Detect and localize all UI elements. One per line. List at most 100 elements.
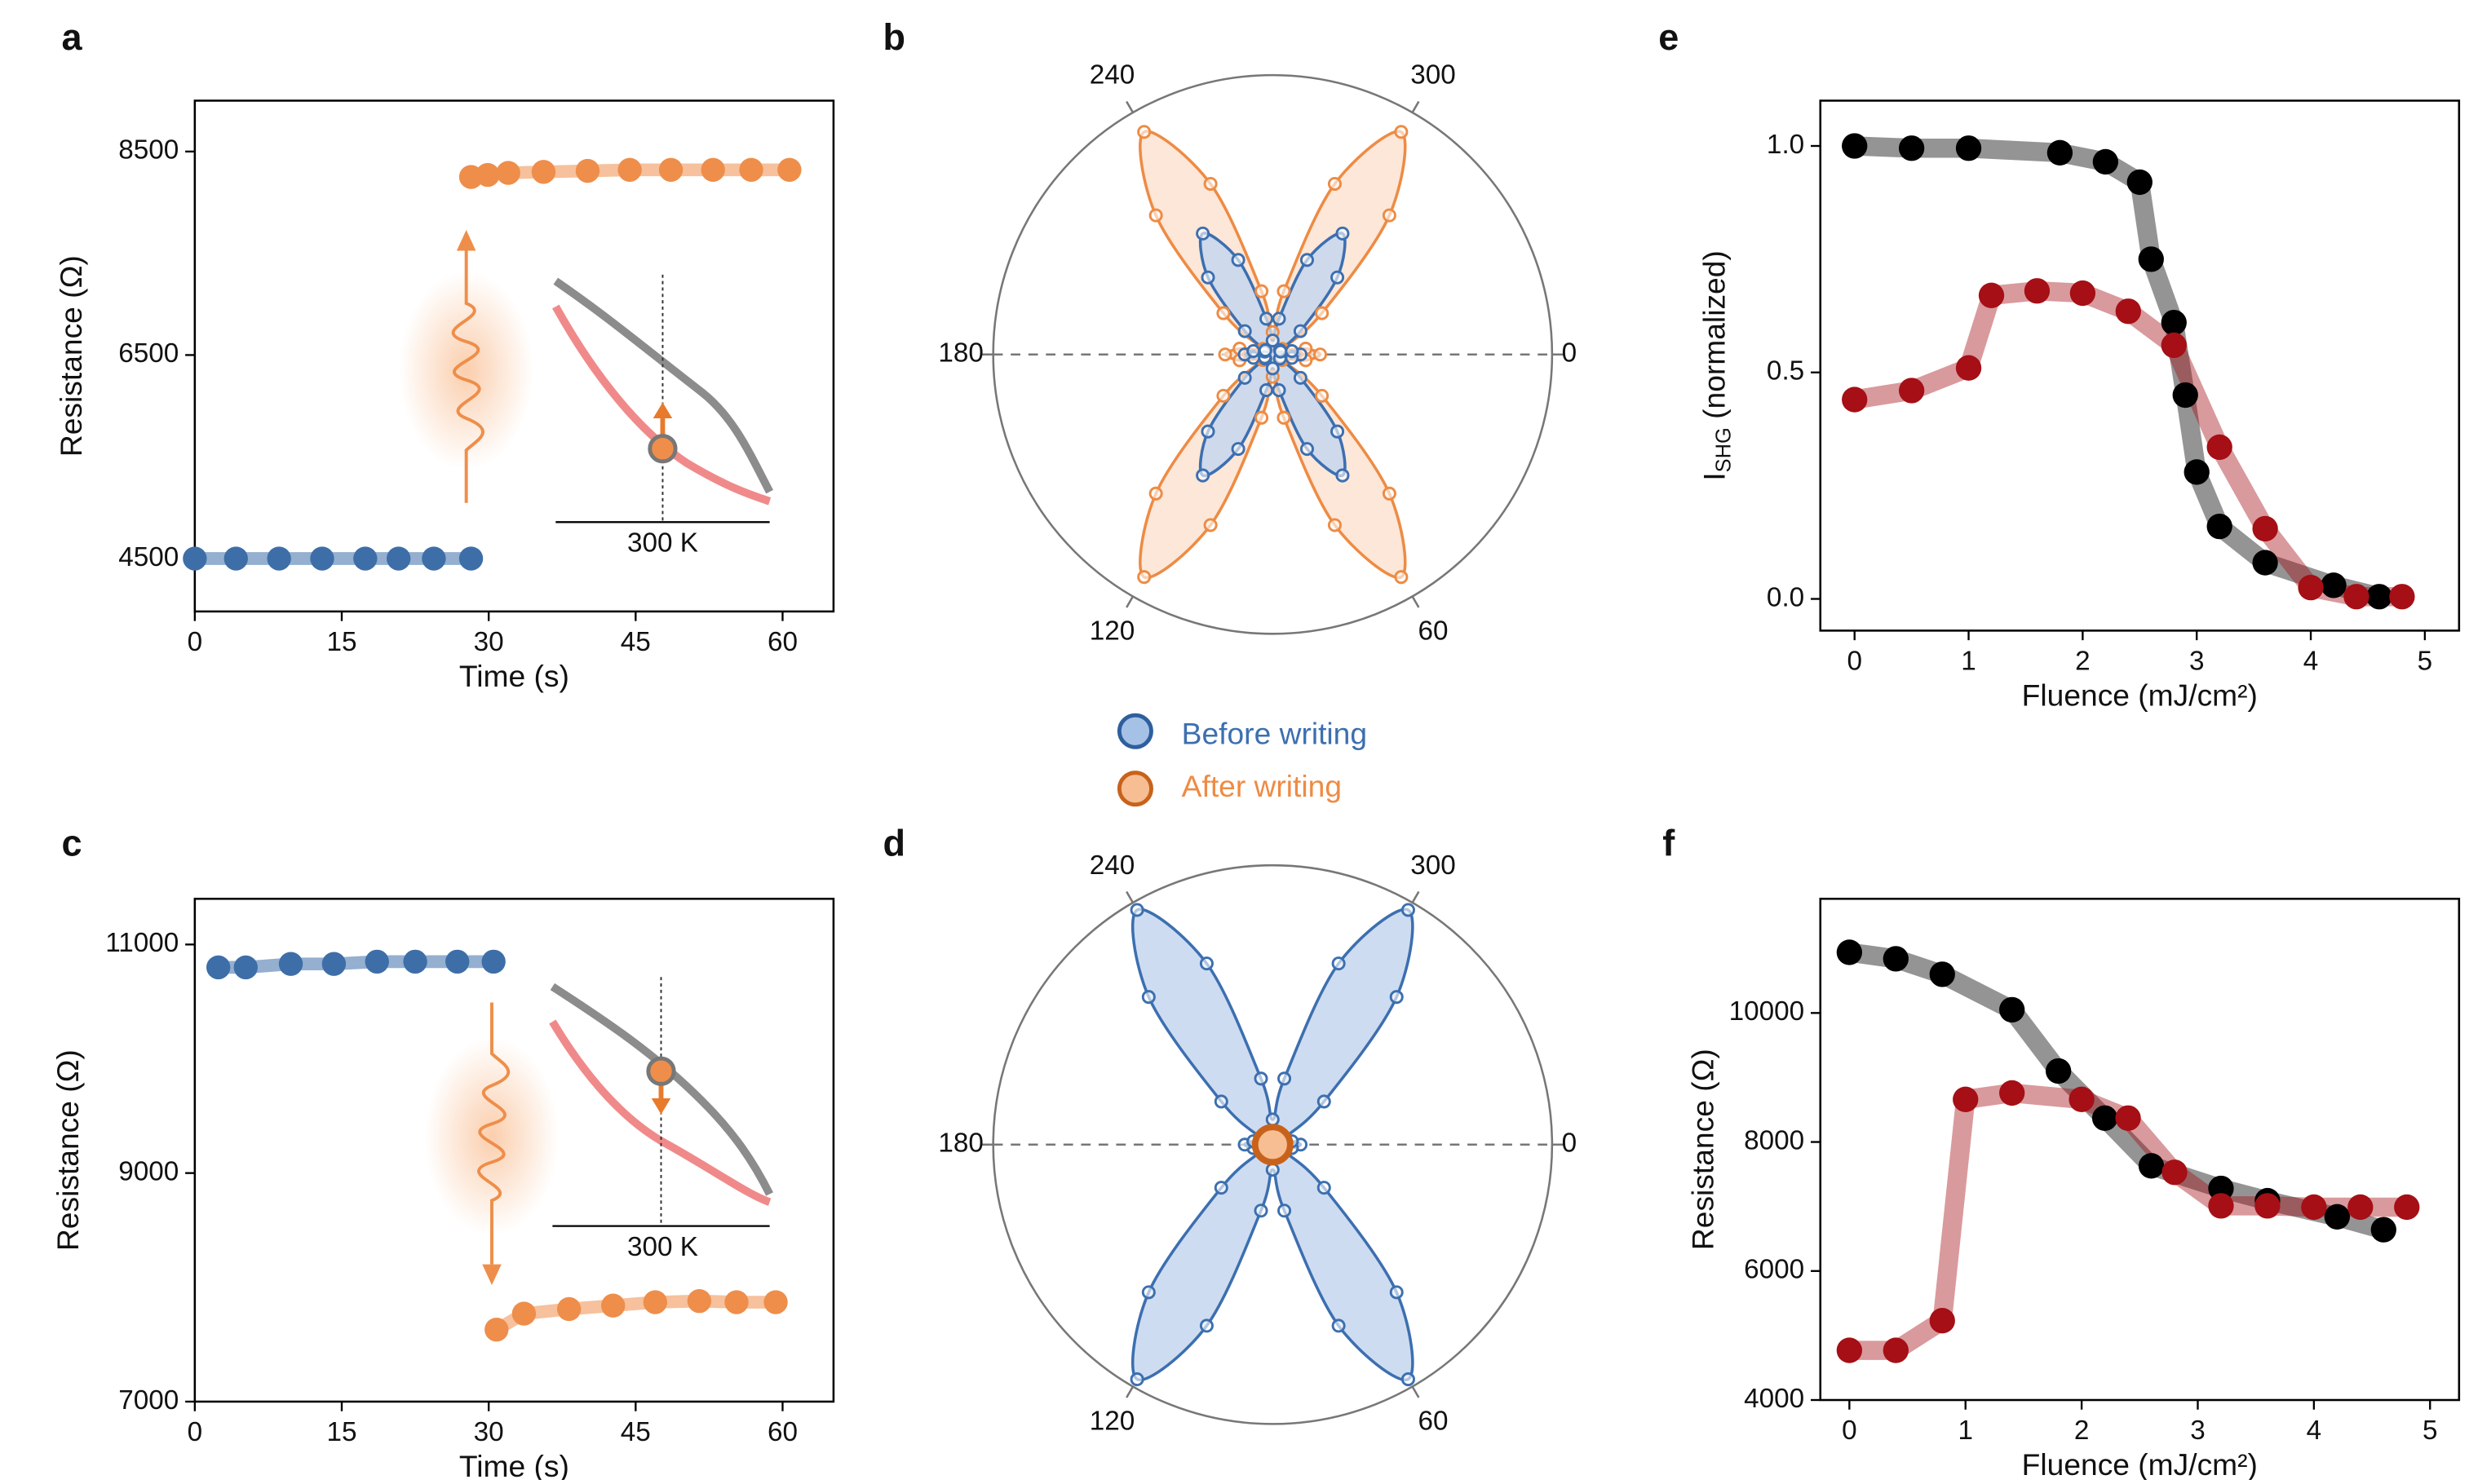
data-point — [206, 955, 231, 980]
y-tick-label: 4500 — [118, 542, 179, 572]
inset-curve — [550, 983, 773, 1196]
data-point — [600, 1293, 626, 1318]
polar-point — [1137, 570, 1152, 585]
data-point — [687, 1288, 712, 1314]
legend: Before writing After writing — [1117, 713, 1367, 807]
polar-point — [1265, 361, 1280, 376]
data-point — [2343, 584, 2369, 610]
x-tick-label: 2 — [2074, 1416, 2090, 1446]
pulse-arrow — [482, 1264, 502, 1286]
x-tick-label: 15 — [326, 627, 356, 657]
inset-arrow-head — [653, 402, 673, 419]
polar-point — [1201, 270, 1215, 285]
data-point — [2252, 550, 2278, 576]
data-point — [2115, 298, 2141, 325]
data-point — [2183, 459, 2210, 485]
polar-point — [1382, 486, 1396, 501]
legend-marker — [1117, 713, 1153, 749]
data-point — [556, 1296, 582, 1322]
polar-point — [1327, 176, 1342, 191]
data-point — [1955, 355, 1982, 381]
y-tick-label: 7000 — [118, 1385, 179, 1416]
polar-point — [1276, 410, 1291, 425]
data-point — [1929, 961, 1955, 987]
y-tick-label: 0.5 — [1767, 356, 1804, 386]
inset-label: 300 K — [627, 528, 698, 558]
x-tick-label: 30 — [474, 1417, 504, 1447]
x-axis-label: Time (s) — [459, 659, 569, 693]
theta-tick-label: 120 — [1090, 616, 1135, 646]
data-point — [267, 546, 291, 571]
data-point — [353, 546, 378, 571]
data-point — [445, 949, 470, 974]
data-point — [643, 1290, 668, 1314]
data-point — [1842, 133, 1868, 159]
theta-tick-label: 240 — [1090, 60, 1135, 91]
theta-tick — [1126, 595, 1135, 608]
x-tick-label: 5 — [2422, 1416, 2438, 1446]
data-point — [2138, 246, 2164, 272]
plot-frame — [1819, 99, 2461, 632]
polar-point — [1254, 1204, 1268, 1218]
polar-point — [1394, 570, 1409, 585]
data-point — [2389, 584, 2415, 610]
data-point — [484, 1317, 509, 1342]
data-point — [1883, 1337, 1909, 1363]
data-point — [2301, 1194, 2327, 1221]
panel-letter: e — [1658, 16, 1679, 58]
data-point — [223, 546, 248, 571]
panel-letter: b — [883, 16, 906, 58]
y-axis-label: Resistance (Ω) — [54, 255, 88, 457]
data-point — [2161, 332, 2187, 359]
y-tick-label: 8000 — [1744, 1125, 1804, 1155]
polar-point — [1330, 424, 1345, 439]
polar-point — [1148, 208, 1163, 223]
data-point — [1836, 1337, 1863, 1363]
y-tick-label: 6000 — [1744, 1255, 1804, 1285]
data-point — [2298, 574, 2324, 601]
polar-point — [1203, 518, 1218, 532]
x-tick-label: 45 — [621, 627, 651, 657]
polar-point — [1313, 347, 1328, 362]
polar-point — [1293, 324, 1307, 338]
polar-point — [1265, 1163, 1280, 1177]
theta-tick-label: 120 — [1090, 1406, 1135, 1436]
series-line — [1839, 943, 2394, 1239]
polar-point — [1272, 383, 1286, 398]
polar-point — [1201, 424, 1215, 439]
theta-tick — [1126, 1385, 1135, 1398]
data-point — [2024, 278, 2051, 304]
data-point — [701, 157, 725, 182]
data-point — [531, 160, 556, 184]
y-tick-label: 9000 — [118, 1156, 179, 1186]
data-point — [2208, 1193, 2234, 1219]
polar-point — [1237, 324, 1252, 338]
polar-point — [1389, 990, 1404, 1005]
polar-point — [1254, 284, 1269, 298]
x-tick-label: 60 — [768, 627, 798, 657]
data-point — [763, 1290, 788, 1314]
x-axis-label: Fluence (mJ/cm²) — [2022, 678, 2258, 712]
x-tick-label: 0 — [1842, 1416, 1857, 1446]
data-point — [724, 1290, 749, 1314]
data-point — [183, 546, 207, 571]
y-axis-label: Resistance (Ω) — [1686, 1049, 1720, 1250]
polar-point — [1272, 311, 1286, 326]
data-point — [1836, 939, 1863, 965]
data-point — [1999, 1080, 2025, 1106]
data-point — [2092, 148, 2119, 175]
polar-point — [1299, 253, 1314, 267]
polar-point — [1199, 956, 1214, 971]
data-point — [386, 546, 411, 571]
polar-point — [1335, 226, 1350, 241]
y-axis-label-part: I — [1697, 472, 1731, 480]
polar-point — [1265, 1112, 1280, 1127]
y-tick-label: 11000 — [105, 928, 179, 958]
x-tick-label: 2 — [2075, 646, 2091, 676]
y-tick-label: 8500 — [118, 135, 179, 166]
polar-point — [1327, 518, 1342, 532]
data-point — [321, 952, 347, 976]
theta-tick — [1126, 890, 1135, 903]
data-point — [2069, 280, 2096, 307]
series-line — [1844, 136, 2389, 607]
